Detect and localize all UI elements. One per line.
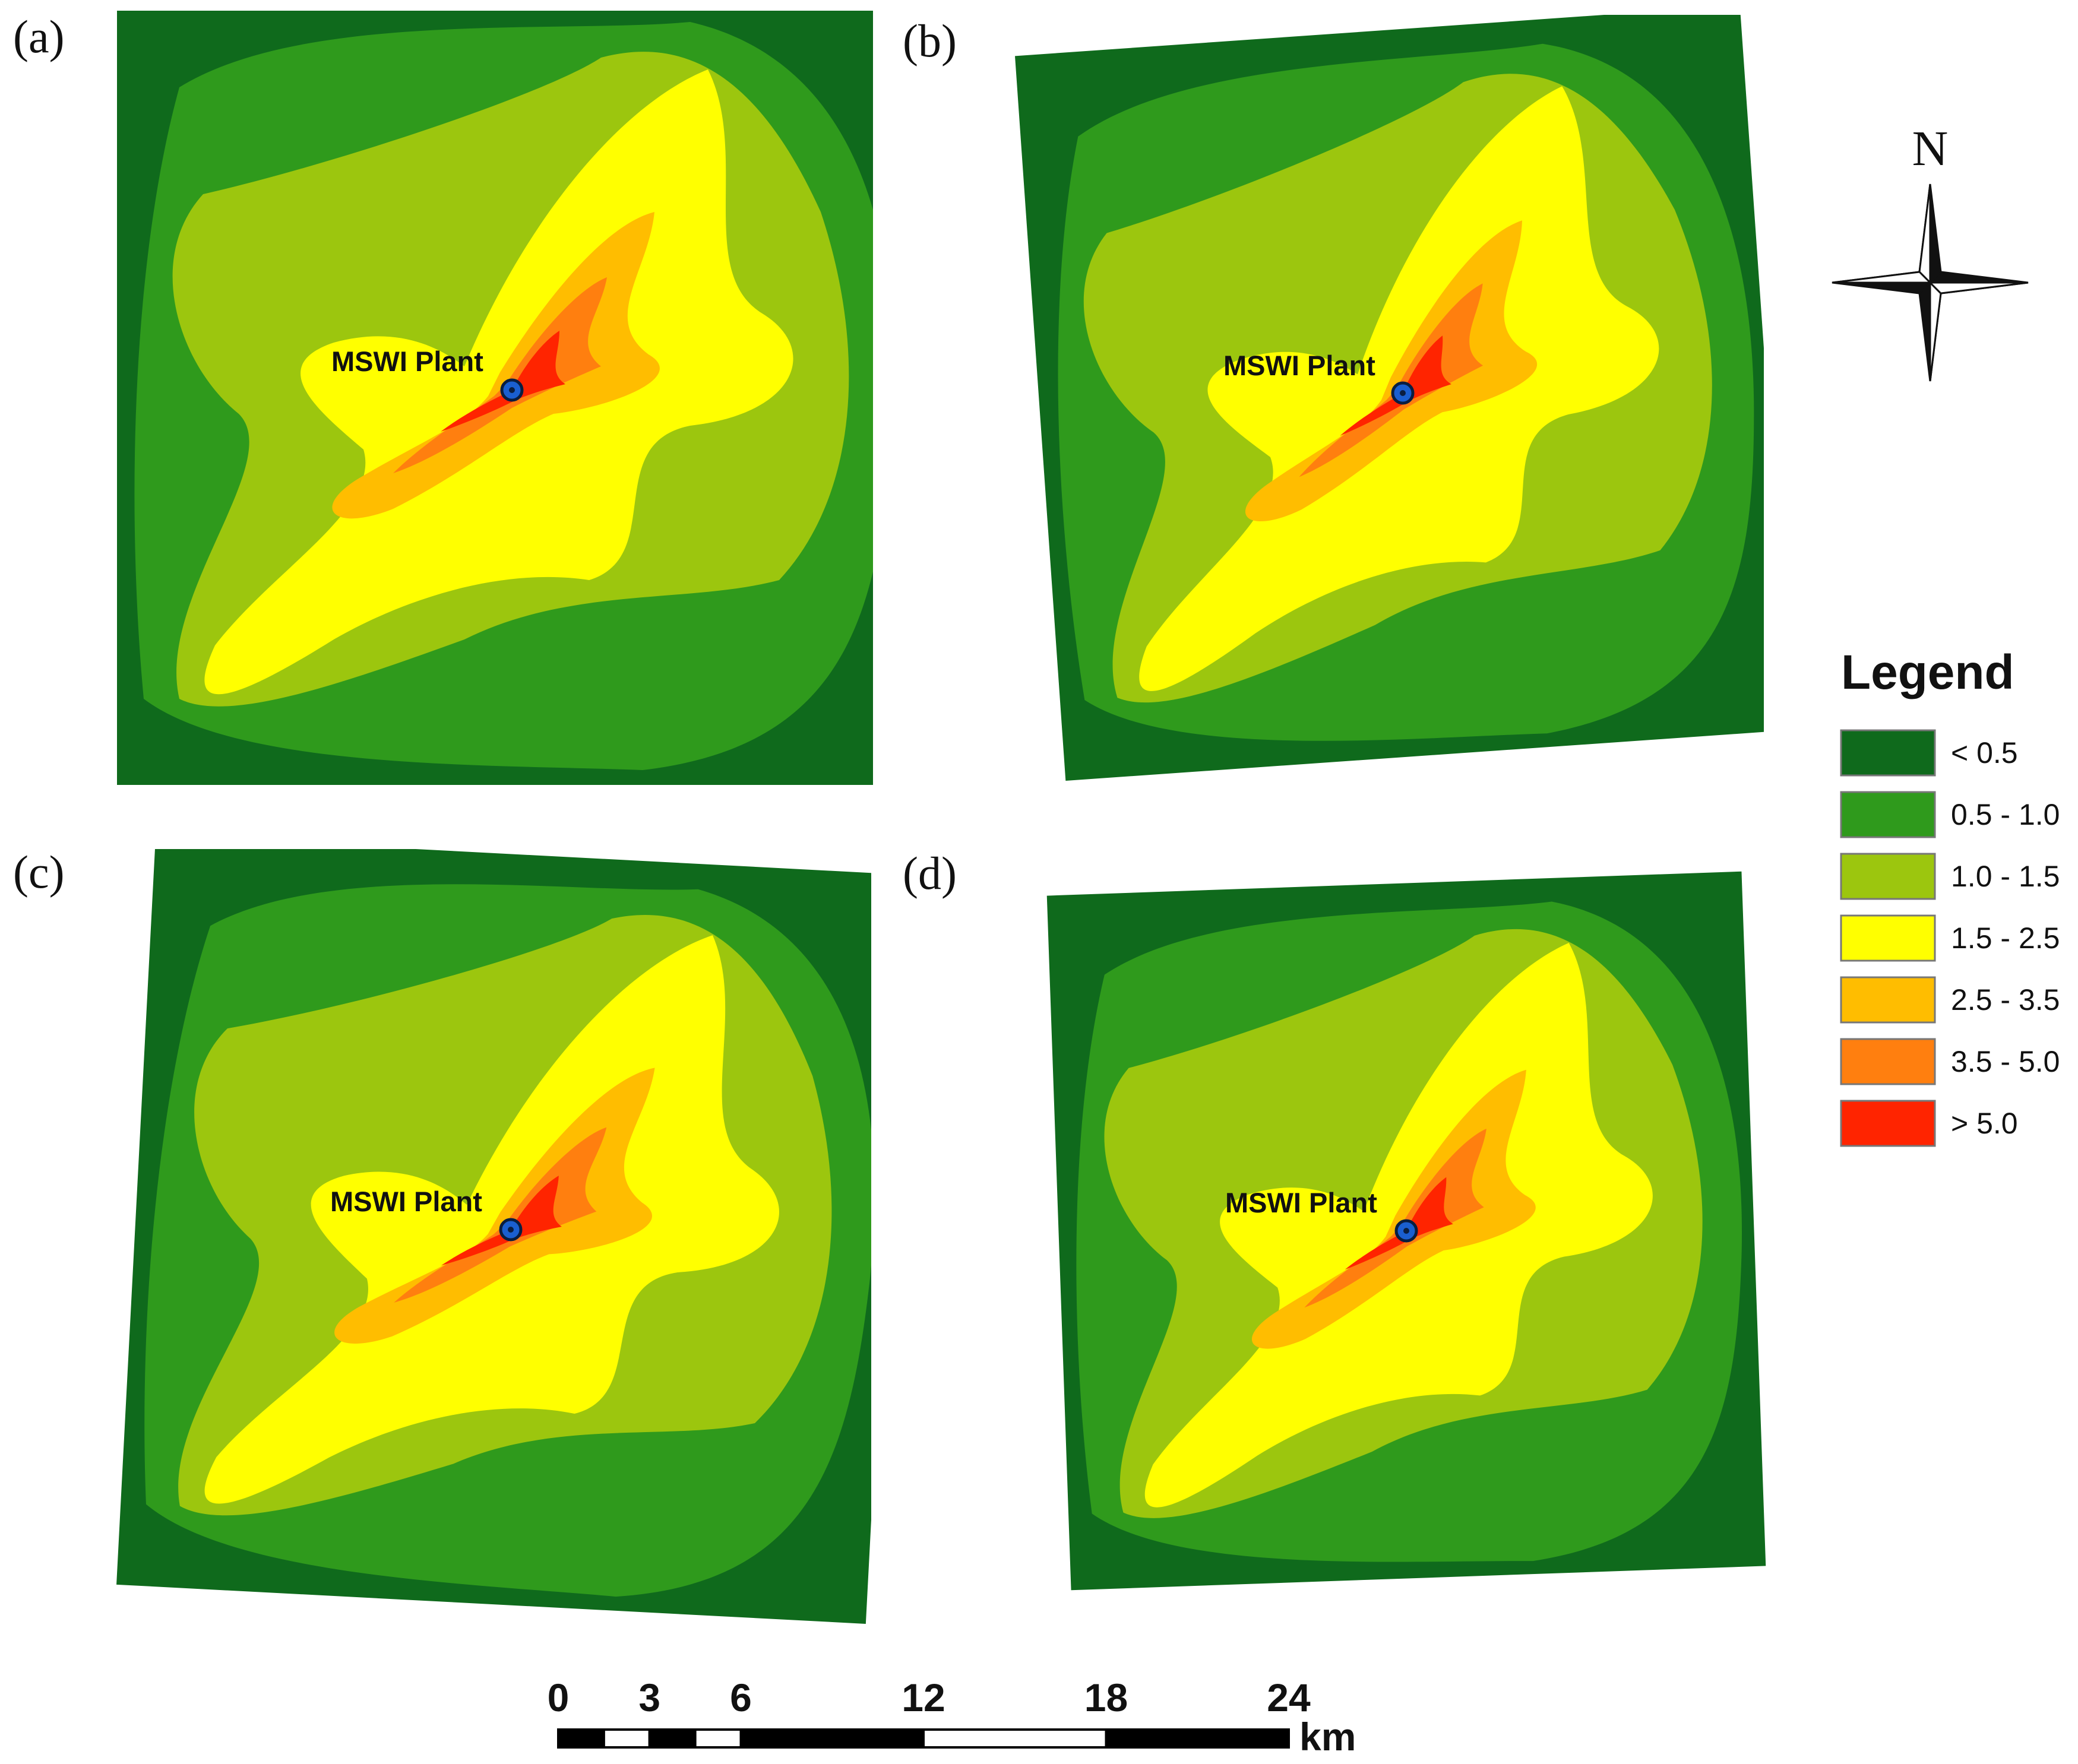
west-shade — [1832, 271, 1932, 284]
scale-segment — [1105, 1728, 1290, 1749]
scale-tick-label: 24 — [1267, 1676, 1311, 1719]
plant-marker-dot — [1403, 1228, 1409, 1234]
zone-3.5-5.0 — [394, 1127, 607, 1303]
legend-swatch — [1840, 1038, 1936, 1085]
plant-marker-dot — [509, 387, 515, 393]
legend-swatch — [1840, 853, 1936, 900]
zone-2.5-3.5 — [1252, 1069, 1536, 1349]
plant-label: MSWI Plant — [330, 1186, 482, 1217]
legend-item: 0.5 - 1.0 — [1840, 791, 2060, 838]
panel-label: (b) — [903, 15, 957, 66]
scale-tick-label: 3 — [638, 1676, 660, 1719]
plant-marker-dot — [508, 1227, 514, 1233]
legend-item: 1.0 - 1.5 — [1840, 853, 2060, 900]
legend-swatch — [1840, 729, 1936, 777]
zone-3.5-5.0 — [1304, 1128, 1486, 1308]
scale-segment — [557, 1728, 605, 1749]
scale-tick-label: 6 — [730, 1676, 752, 1719]
legend-title: Legend — [1841, 645, 2014, 699]
legend-label: 1.0 - 1.5 — [1951, 860, 2060, 893]
zone-5.0 — [441, 1176, 562, 1266]
zone-2.5-3.5 — [1245, 220, 1537, 522]
legend-label: < 0.5 — [1951, 736, 2018, 769]
map-panels: (a)MSWI Plant(b)MSWI Plant(c)MSWI Plant(… — [13, 11, 1766, 1624]
legend-item: 2.5 - 3.5 — [1840, 976, 2060, 1024]
east-shade — [1928, 281, 2029, 294]
north-label: N — [1912, 121, 1949, 176]
legend-item: 3.5 - 5.0 — [1840, 1038, 2060, 1085]
south-shade — [1929, 280, 1942, 382]
zone-2.5-3.5 — [332, 212, 660, 519]
legend-label: > 5.0 — [1951, 1107, 2018, 1140]
scale-segment — [694, 1728, 742, 1749]
scale-tick-label: 18 — [1084, 1676, 1128, 1719]
panel-label: (a) — [13, 11, 65, 62]
legend-swatch — [1840, 791, 1936, 838]
map-panel-d: (d) MSWI Plant — [903, 847, 1766, 1591]
north-arrow: N — [1832, 121, 2029, 382]
scale-segment — [739, 1728, 925, 1749]
scale-tick-label: 0 — [548, 1676, 570, 1719]
map-panel-c: (c) MSWI Plant — [13, 846, 871, 1624]
legend-label: 0.5 - 1.0 — [1951, 798, 2060, 831]
legend-swatch — [1840, 914, 1936, 962]
zone-2.5-3.5 — [334, 1068, 655, 1344]
plant-marker-dot — [1400, 390, 1406, 396]
scale-tick-label: 12 — [902, 1676, 945, 1719]
panel-label: (c) — [13, 846, 65, 898]
zone-5.0 — [1345, 1177, 1453, 1270]
zone-5.0 — [1340, 335, 1451, 436]
map-panel-a: (a) MSWI Plant — [13, 11, 873, 785]
north-arrow-shade — [1918, 183, 1931, 285]
legend-item: > 5.0 — [1840, 1100, 2018, 1147]
legend: Legend < 0.5 0.5 - 1.0 1.0 - 1.5 1.5 - 2.5 2… — [1840, 645, 2060, 1147]
legend-item: 1.5 - 2.5 — [1840, 914, 2060, 962]
map-panel-b: (b) MSWI Plant — [903, 15, 1764, 781]
panel-label: (d) — [903, 847, 957, 899]
scale-segment — [602, 1728, 651, 1749]
scale-segment — [922, 1728, 1108, 1749]
legend-swatch — [1840, 1100, 1936, 1147]
zone-3.5-5.0 — [393, 277, 607, 473]
legend-label: 2.5 - 3.5 — [1951, 983, 2060, 1016]
scale-segment — [648, 1728, 697, 1749]
plant-label: MSWI Plant — [1225, 1187, 1377, 1218]
zone-3.5-5.0 — [1299, 283, 1484, 477]
legend-item: < 0.5 — [1840, 729, 2018, 777]
plant-label: MSWI Plant — [1223, 350, 1375, 381]
legend-items: < 0.5 0.5 - 1.0 1.0 - 1.5 1.5 - 2.5 2.5 - 3.… — [1840, 729, 2060, 1147]
plant-label: MSWI Plant — [331, 346, 483, 377]
legend-swatch — [1840, 976, 1936, 1024]
scale-unit: km — [1299, 1715, 1356, 1759]
legend-label: 1.5 - 2.5 — [1951, 921, 2060, 955]
zone-5.0 — [441, 331, 565, 432]
legend-label: 3.5 - 5.0 — [1951, 1045, 2060, 1078]
